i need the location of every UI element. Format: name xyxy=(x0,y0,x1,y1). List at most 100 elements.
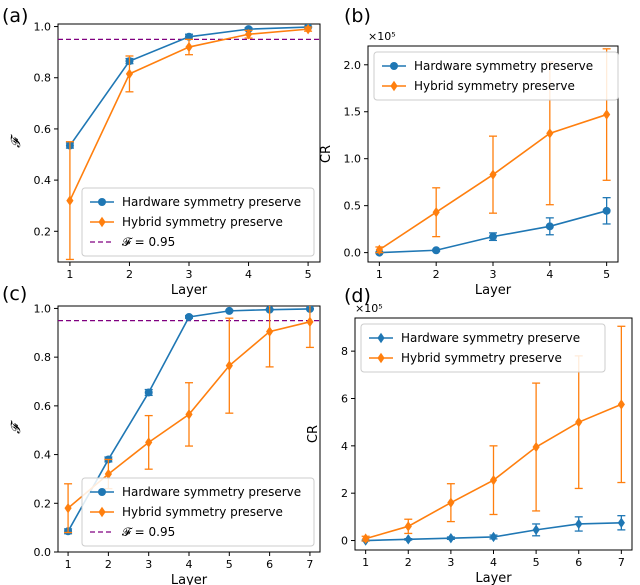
data-point xyxy=(185,409,193,420)
legend-marker xyxy=(98,506,106,518)
data-point xyxy=(225,306,234,315)
legend: Hardware symmetry preserve Hybrid symmetr… xyxy=(360,323,606,373)
y-axis-label: 𝓕 xyxy=(9,134,24,148)
panel-label: (c) xyxy=(2,283,27,305)
x-tick-label: 7 xyxy=(618,556,625,569)
data-point xyxy=(304,24,312,35)
data-point xyxy=(185,41,193,53)
x-tick-label: 5 xyxy=(533,556,540,569)
panel-label: (a) xyxy=(2,5,28,27)
legend-marker xyxy=(98,488,106,496)
data-point xyxy=(545,222,554,231)
legend-label: Hardware symmetry preserve xyxy=(414,59,593,73)
legend-entry: Hardware symmetry preserve xyxy=(90,195,301,209)
data-point xyxy=(617,517,625,528)
legend-entry: Hybrid symmetry preserve xyxy=(369,351,562,365)
y-tick-label: 4 xyxy=(341,440,348,453)
x-tick-label: 6 xyxy=(575,556,582,569)
x-tick-label: 3 xyxy=(145,558,152,571)
x-tick-label: 5 xyxy=(305,268,312,281)
legend-entry: Hardware symmetry preserve xyxy=(382,59,593,73)
legend-label: Hybrid symmetry preserve xyxy=(122,215,283,229)
x-tick-label: 1 xyxy=(66,268,73,281)
x-tick-label: 5 xyxy=(603,268,610,281)
y-axis-label: CR xyxy=(319,145,334,163)
legend-marker xyxy=(98,198,106,206)
y-axis-label: CR xyxy=(306,425,321,443)
panel-c: (c) 1 2 3 4 5 6 7 0.0 0.2 0.4 0.6 0.8 1.0 Layer 𝓕 Hardwa… xyxy=(2,283,321,585)
x-tick-label: 3 xyxy=(447,556,454,569)
y-tick-label: 1.0 xyxy=(344,153,362,166)
legend-label: Hybrid symmetry preserve xyxy=(414,79,575,93)
legend-label: Hardware symmetry preserve xyxy=(122,195,301,209)
legend: Hardware symmetry preserve Hybrid symmetr… xyxy=(81,477,315,547)
y-tick-label: 0.2 xyxy=(34,497,52,510)
x-tick-label: 2 xyxy=(405,556,412,569)
data-point xyxy=(225,360,233,371)
x-axis-label: Layer xyxy=(171,283,208,298)
panel-label: (d) xyxy=(344,285,371,307)
y-tick-label: 0.4 xyxy=(34,174,52,187)
x-tick-label: 5 xyxy=(226,558,233,571)
panel-a: (a) 1 2 3 4 5 0.2 0.4 0.6 0.8 1.0 Layer 𝓕 Hardware sy… xyxy=(2,5,321,298)
data-point xyxy=(489,531,498,543)
y-tick-label: 0.0 xyxy=(34,546,52,559)
legend-entry: 𝓕 = 0.95 xyxy=(90,525,175,539)
data-point xyxy=(144,388,153,397)
legend-label: 𝓕 = 0.95 xyxy=(122,525,175,539)
series-line xyxy=(379,210,607,254)
x-tick-label: 2 xyxy=(126,268,133,281)
data-point xyxy=(532,524,540,536)
x-tick-label: 2 xyxy=(105,558,112,571)
legend: Hardware symmetry preserve Hybrid symmetr… xyxy=(81,187,315,257)
x-axis-label: Layer xyxy=(475,283,512,298)
data-point xyxy=(362,533,370,544)
legend-entry: 𝓕 = 0.95 xyxy=(90,235,175,249)
offset-text: ×10⁵ xyxy=(368,30,396,43)
y-tick-label: 0.8 xyxy=(34,351,52,364)
legend-entry: Hybrid symmetry preserve xyxy=(382,79,575,93)
legend: Hardware symmetry preserve Hybrid symmetr… xyxy=(373,51,619,101)
y-tick-label: 0.0 xyxy=(344,247,362,260)
data-point xyxy=(66,195,74,206)
y-tick-label: 1.0 xyxy=(34,21,52,34)
data-point xyxy=(447,497,455,508)
data-point xyxy=(546,128,554,139)
x-axis-label: Layer xyxy=(171,573,208,585)
x-tick-label: 4 xyxy=(245,268,252,281)
data-point xyxy=(104,468,112,480)
y-tick-label: 0.6 xyxy=(34,123,52,136)
y-tick-label: 8 xyxy=(341,345,348,358)
offset-text: ×10⁵ xyxy=(355,302,383,315)
data-point xyxy=(447,532,455,544)
data-point xyxy=(185,312,193,321)
data-point xyxy=(306,316,314,328)
legend-label: Hardware symmetry preserve xyxy=(122,485,301,499)
legend-label: 𝓕 = 0.95 xyxy=(122,235,175,249)
y-tick-label: 1.5 xyxy=(344,106,362,119)
legend-marker xyxy=(390,62,398,70)
data-point xyxy=(375,244,383,255)
data-point xyxy=(64,502,72,514)
legend-label: Hybrid symmetry preserve xyxy=(122,505,283,519)
y-tick-label: 0.5 xyxy=(344,200,362,213)
legend-entry: Hardware symmetry preserve xyxy=(369,331,580,345)
data-point xyxy=(125,68,134,80)
y-tick-label: 0.4 xyxy=(34,449,52,462)
series-hybrid xyxy=(65,24,313,261)
x-axis-label: Layer xyxy=(475,571,512,585)
series-hardware xyxy=(361,515,626,546)
x-tick-label: 4 xyxy=(490,556,497,569)
legend-marker xyxy=(390,80,398,92)
y-tick-label: 0.2 xyxy=(34,225,52,238)
x-tick-label: 3 xyxy=(490,268,497,281)
x-tick-label: 3 xyxy=(186,268,193,281)
legend-label: Hybrid symmetry preserve xyxy=(401,351,562,365)
series-hybrid xyxy=(361,325,626,544)
data-point xyxy=(603,109,611,120)
y-tick-label: 0.6 xyxy=(34,400,52,413)
data-point xyxy=(145,437,153,448)
data-point xyxy=(244,29,253,40)
data-point xyxy=(489,232,497,241)
x-tick-label: 7 xyxy=(306,558,313,571)
